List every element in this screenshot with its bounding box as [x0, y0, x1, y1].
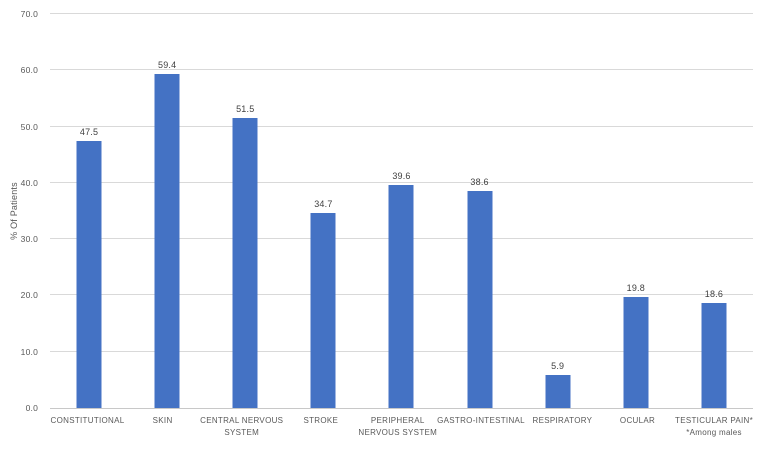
- category-label: SKIN: [152, 416, 173, 425]
- bar: [545, 374, 571, 408]
- category-label: PERIPHERAL NERVOUS SYSTEM: [358, 416, 438, 437]
- bar-slot: 5.9: [519, 14, 597, 408]
- y-tick-label: 60.0: [20, 65, 38, 76]
- bar-slot: 39.6: [362, 14, 440, 408]
- data-label: 19.8: [626, 282, 645, 293]
- bar: [388, 185, 414, 408]
- category-label: OCULAR: [619, 416, 656, 425]
- bar-slot: 59.4: [128, 14, 206, 408]
- bar: [623, 296, 649, 408]
- y-tick-label: 30.0: [20, 234, 38, 245]
- bar-series: 47.5 59.4 51.5 34.7 39.6 38.6 5.9 19.8 18.6: [50, 14, 753, 408]
- category-label: STROKE: [303, 416, 339, 425]
- gridline: [50, 69, 753, 71]
- category-label: GASTRO-INTESTINAL: [437, 416, 525, 425]
- bar-slot: 47.5: [50, 14, 128, 408]
- data-label: 38.6: [470, 176, 489, 187]
- bar-slot: 51.5: [206, 14, 284, 408]
- y-tick-label: 10.0: [20, 346, 38, 357]
- data-label: 47.5: [79, 126, 99, 137]
- y-tick-label: 70.0: [20, 9, 38, 19]
- y-tick-label: 0.0: [25, 403, 38, 413]
- y-tick-label: 40.0: [20, 177, 38, 188]
- category-label: TESTICULAR PAIN* *Among males: [675, 416, 754, 437]
- data-label: 34.7: [314, 198, 333, 209]
- y-tick-label: 50.0: [20, 121, 38, 132]
- bar: [232, 118, 258, 408]
- data-label: 18.6: [704, 289, 724, 300]
- x-axis-category-labels: CONSTITUTIONAL SKIN CENTRAL NERVOUS SYSTEM…: [50, 415, 753, 439]
- data-label: 51.5: [236, 104, 255, 115]
- gridline: [50, 125, 753, 127]
- bar: [310, 212, 336, 408]
- gridline: [50, 181, 753, 183]
- data-label: 59.4: [157, 59, 177, 70]
- plot-area: 47.5 59.4 51.5 34.7 39.6 38.6 5.9 19.8 18.6: [50, 13, 753, 409]
- bar: [76, 140, 102, 408]
- bar: [467, 190, 493, 408]
- category-label: RESPIRATORY: [532, 416, 593, 425]
- bar-slot: 38.6: [441, 14, 519, 408]
- y-tick-label: 20.0: [20, 290, 38, 301]
- category-label: CENTRAL NERVOUS SYSTEM: [200, 416, 284, 437]
- bar: [701, 303, 727, 408]
- category-label: CONSTITUTIONAL: [50, 416, 125, 425]
- gridline: [50, 13, 753, 14]
- data-label: 5.9: [551, 360, 565, 371]
- data-label: 39.6: [392, 171, 411, 182]
- bar-slot: 19.8: [597, 14, 675, 408]
- bar: [154, 73, 180, 408]
- y-axis: 0.0 10.0 20.0 30.0 40.0 50.0 60.0 70.0: [0, 9, 44, 413]
- bar-slot: 34.7: [284, 14, 362, 408]
- bar-slot: 18.6: [675, 14, 753, 408]
